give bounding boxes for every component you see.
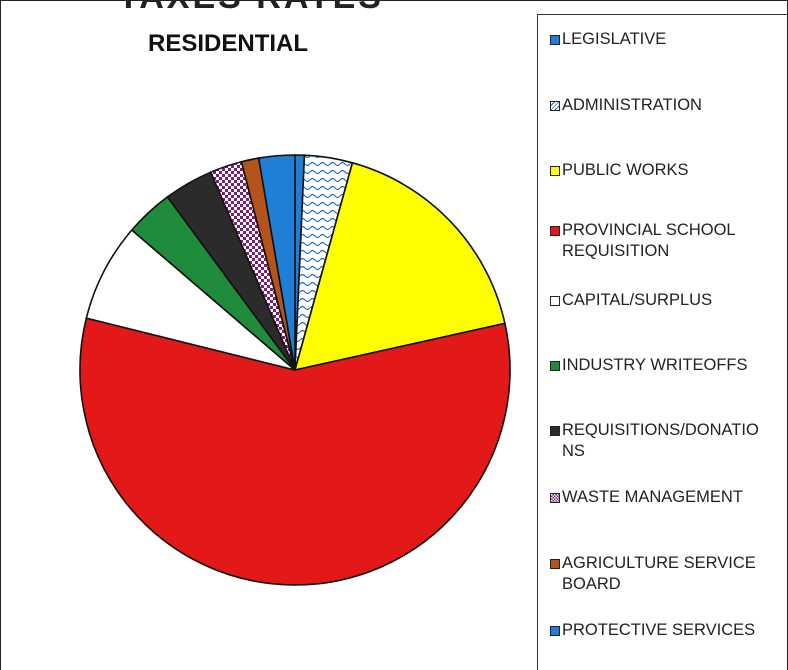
legend-swatch — [550, 559, 560, 569]
legend-item: PROVINCIAL SCHOOL REQUISITION — [550, 220, 784, 262]
chart-title: RESIDENTIAL — [148, 30, 309, 57]
legend-label: AGRICULTURE SERVICE BOARD — [562, 554, 756, 593]
legend-swatch — [550, 626, 560, 636]
header-fragment: TAXES RATES — [118, 0, 384, 17]
legend-swatch — [550, 35, 560, 45]
legend-swatch — [550, 166, 560, 176]
legend-item: ADMINISTRATION — [550, 95, 784, 116]
legend: LEGISLATIVE ADMINISTRATION PUBLIC WORKS PRO… — [537, 14, 788, 670]
legend-swatch — [550, 296, 560, 306]
legend-item: PUBLIC WORKS — [550, 160, 784, 181]
legend-item: INDUSTRY WRITEOFFS — [550, 355, 784, 376]
legend-label: CAPITAL/SURPLUS — [562, 291, 713, 309]
pie-slice-provincial-school-requisition — [79, 317, 511, 586]
legend-label: INDUSTRY WRITEOFFS — [562, 356, 748, 374]
legend-item: WASTE MANAGEMENT — [550, 487, 784, 508]
legend-swatch — [550, 361, 560, 371]
legend-swatch — [550, 426, 560, 436]
legend-label: LEGISLATIVE — [562, 30, 667, 48]
legend-label: WASTE MANAGEMENT — [562, 488, 743, 506]
legend-label: PROTECTIVE SERVICES — [562, 621, 756, 639]
pie-chart — [79, 154, 511, 586]
legend-item: REQUISITIONS/DONATIO NS — [550, 420, 784, 462]
legend-swatch — [550, 493, 560, 503]
legend-label: PROVINCIAL SCHOOL REQUISITION — [562, 221, 736, 260]
legend-label: PUBLIC WORKS — [562, 161, 689, 179]
legend-swatch — [550, 226, 560, 236]
legend-swatch — [550, 101, 560, 111]
pie-slice-public-works — [293, 161, 506, 372]
legend-item: LEGISLATIVE — [550, 29, 784, 50]
legend-item: CAPITAL/SURPLUS — [550, 290, 784, 311]
legend-label: REQUISITIONS/DONATIO NS — [562, 421, 759, 460]
legend-item: PROTECTIVE SERVICES — [550, 620, 784, 641]
legend-label: ADMINISTRATION — [562, 96, 702, 114]
pie-slice-capital-surplus — [85, 228, 296, 371]
legend-item: AGRICULTURE SERVICE BOARD — [550, 553, 784, 595]
pie-slice-protective-services — [257, 154, 296, 371]
